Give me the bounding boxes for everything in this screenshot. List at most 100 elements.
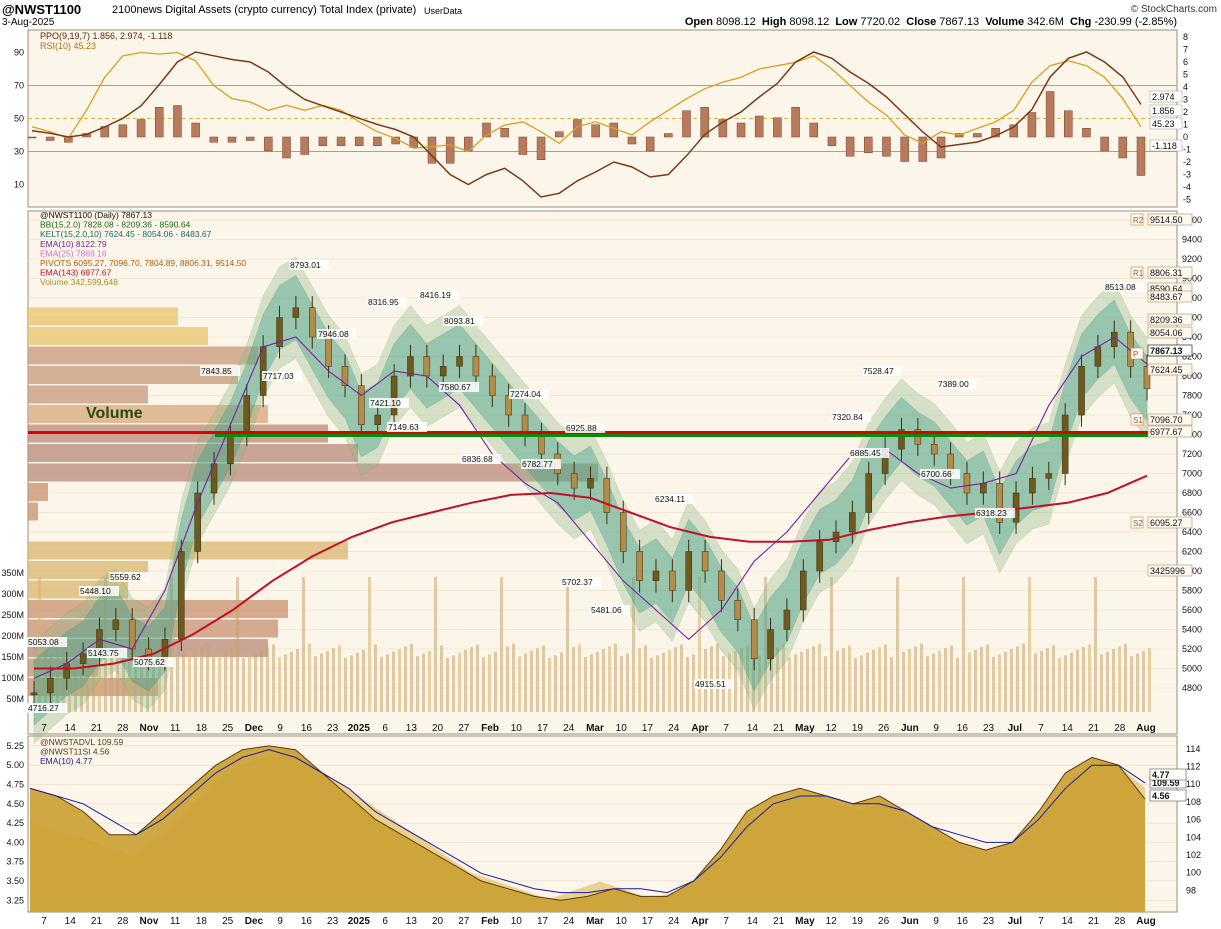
price-candle <box>898 429 905 450</box>
volume-bar <box>818 643 821 712</box>
price-candle <box>47 678 54 694</box>
volume-bar <box>164 647 167 712</box>
ppo-histogram-bar <box>173 105 182 138</box>
ppo-histogram-bar <box>245 136 255 141</box>
volume-bar <box>1106 651 1109 712</box>
volume-bar <box>518 656 521 712</box>
price-candle <box>309 307 316 338</box>
price-x-tick: 9 <box>277 723 283 734</box>
price-x-tick: 2025 <box>348 723 371 734</box>
rsi-left-tick: 70 <box>14 81 24 91</box>
volume-bar <box>458 652 461 712</box>
volume-bar <box>842 648 845 712</box>
price-legend-entry: PIVOTS 6095.27, 7096.70, 7804.89, 8806.3… <box>40 258 246 268</box>
ppo-histogram-bar <box>682 110 691 138</box>
price-candle <box>505 395 512 416</box>
price-right-tick: 6800 <box>1182 488 1202 498</box>
price-annotation-box <box>262 371 303 381</box>
price-candle <box>996 483 1003 523</box>
volume-bar <box>86 651 89 712</box>
volume-bar <box>698 577 701 712</box>
volume-bar <box>440 645 443 712</box>
volume-bar <box>752 658 755 712</box>
volume-by-price-label: Volume <box>86 405 143 422</box>
ppo-right-tick: 1 <box>1183 120 1188 130</box>
breadth-badge: 109.59 <box>1152 778 1180 788</box>
ppo-histogram-bar <box>627 136 637 145</box>
top-value-badge: -1.118 <box>1152 141 1177 151</box>
ppo-histogram-bar <box>1100 136 1109 152</box>
breadth-x-tick: Mar <box>586 916 604 927</box>
price-right-tick: 7200 <box>1182 449 1202 459</box>
price-annotation: 7946.08 <box>318 329 349 339</box>
price-annotation-box <box>87 648 128 658</box>
price-badge: 8590.64 <box>1150 284 1183 294</box>
price-x-tick: 17 <box>642 723 654 734</box>
breadth-x-tick: 11 <box>170 916 181 927</box>
price-x-tick: Feb <box>481 723 499 734</box>
price-legend-entry: EMA(10) 8122.79 <box>40 239 107 249</box>
price-right-tick: 8200 <box>1182 352 1202 362</box>
ppo-histogram-bar <box>1045 91 1055 138</box>
price-badge: 9514.50 <box>1150 215 1183 225</box>
price-badge: 8054.06 <box>1150 328 1183 338</box>
price-candle <box>407 356 414 377</box>
price-x-tick: 24 <box>563 723 575 734</box>
rsi-left-tick: 90 <box>14 48 24 58</box>
price-x-tick: 12 <box>826 723 838 734</box>
price-annotation: 7389.00 <box>938 379 969 389</box>
volume-bar <box>890 657 893 712</box>
ppo-histogram-bar <box>318 136 328 146</box>
price-badge: 6095.27 <box>1150 518 1183 528</box>
nwst11si-line <box>29 745 1146 901</box>
volume-bar <box>926 656 929 712</box>
ppo-histogram-bar <box>1009 124 1018 138</box>
price-candle <box>1061 414 1069 474</box>
breadth-x-tick: 17 <box>642 916 654 927</box>
breadth-right-tick: 98 <box>1186 885 1196 895</box>
breadth-x-tick: 20 <box>432 916 444 927</box>
ppo-histogram-bar <box>809 122 819 138</box>
price-annotation: 6234.11 <box>655 494 685 504</box>
breadth-x-tick: 19 <box>852 916 864 927</box>
volume-bar <box>530 650 533 712</box>
volume-bar <box>194 649 197 712</box>
volume-bar <box>44 655 47 712</box>
price-x-tick: 21 <box>1088 723 1100 734</box>
ppo-histogram-bar <box>27 136 37 139</box>
price-x-tick: 25 <box>222 723 234 734</box>
volume-bar <box>374 644 377 712</box>
low-value: 7720.02 <box>860 16 901 28</box>
volume-bar <box>92 649 95 712</box>
ppo-histogram-bar <box>1118 136 1128 159</box>
volume-bar <box>386 654 389 712</box>
price-candle <box>685 551 692 591</box>
ppo-histogram-bar <box>718 119 728 138</box>
volume-bar <box>224 650 227 712</box>
volume-bar <box>944 648 947 712</box>
breadth-right-tick: 100 <box>1186 868 1201 878</box>
ppo-histogram-bar <box>227 136 237 143</box>
ppo-histogram-bar <box>591 124 600 138</box>
breadth-x-tick: Feb <box>481 916 499 927</box>
breadth-badge: 4.56 <box>1152 791 1170 801</box>
volume-bar <box>860 655 863 712</box>
price-annotation-box <box>1104 282 1145 292</box>
price-right-tick: 7000 <box>1182 469 1202 479</box>
volume-bar <box>182 654 185 712</box>
breadth-x-tick: 21 <box>773 916 785 927</box>
volume-bar <box>1058 658 1061 712</box>
breadth-right-tick: 108 <box>1186 797 1201 807</box>
chg-value: -230.99 (-2.85%) <box>1094 16 1177 28</box>
volume-label: Volume <box>985 16 1025 28</box>
ppo-histogram-bar <box>500 128 509 138</box>
volume-by-price-bar <box>28 463 598 482</box>
price-x-tick: 24 <box>668 723 680 734</box>
price-right-tick: 8000 <box>1182 371 1202 381</box>
price-x-tick: 18 <box>196 723 208 734</box>
price-x-tick: 21 <box>91 723 103 734</box>
ppo-histogram-bar <box>791 107 800 138</box>
open-label: Open <box>684 16 713 28</box>
ppo-histogram-bar <box>918 136 928 162</box>
